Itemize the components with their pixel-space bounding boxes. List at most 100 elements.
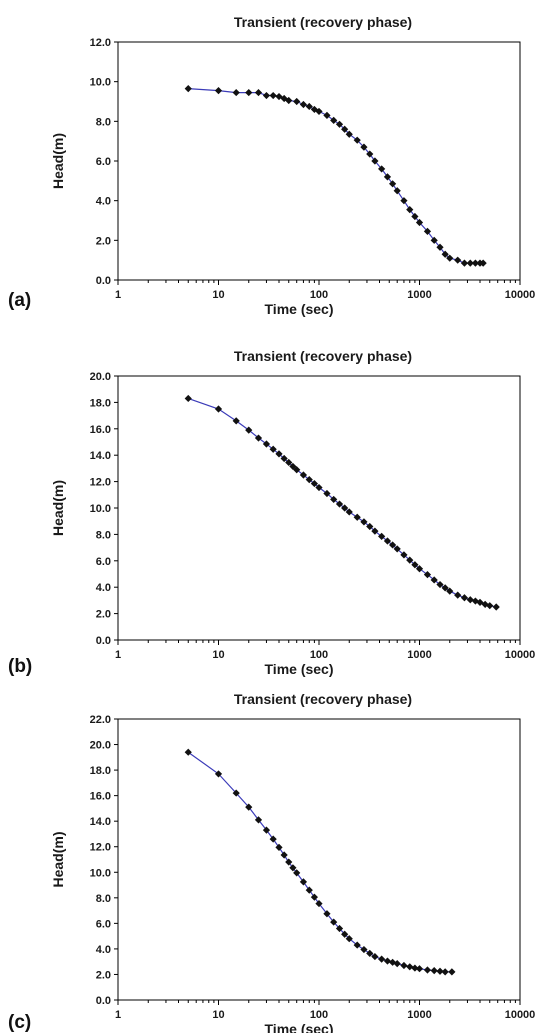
data-point [280,851,288,859]
y-tick-label: 12.0 [90,37,111,49]
data-point [476,598,484,606]
data-point [454,256,462,264]
data-point [415,965,424,973]
data-point [323,910,331,918]
x-axis-label: Time (sec) [265,1021,334,1033]
y-tick-label: 0.0 [96,635,111,647]
data-point [341,930,349,938]
data-point [310,479,319,488]
data-point [214,86,223,95]
data-point [383,173,392,181]
data-point [280,454,288,463]
data-point [335,500,344,508]
y-tick-label: 10.0 [90,77,111,89]
data-point [400,961,408,970]
data-point [232,88,240,97]
y-tick-label: 22.0 [90,714,111,726]
data-point [245,88,253,97]
y-tick-label: 8.0 [96,116,111,128]
y-tick-label: 6.0 [96,556,111,568]
data-point [254,816,263,824]
data-point [441,584,449,592]
data-point [371,157,379,165]
data-point [310,893,319,901]
y-tick-label: 12.0 [90,477,111,489]
data-point [441,968,449,976]
data-point [254,88,263,97]
data-point [299,100,308,109]
data-point [289,864,297,872]
data-point [430,236,438,244]
data-point [345,508,353,516]
data-point [460,259,469,267]
chart-title: Transient (recovery phase) [234,691,412,707]
data-point [441,250,449,258]
data-point [184,394,192,403]
data-point [448,968,456,976]
data-point [471,597,480,605]
data-point [436,580,444,589]
data-point [285,96,293,105]
y-tick-label: 2.0 [96,235,111,247]
data-point [378,165,386,173]
y-tick-label: 0.0 [96,275,111,287]
data-point [411,964,419,972]
data-point [353,136,361,144]
chart-title: Transient (recovery phase) [234,348,412,364]
data-point [330,918,338,926]
x-tick-label: 100 [310,1009,328,1021]
data-point [393,959,401,968]
panel-label: (a) [8,290,31,311]
data-point [299,471,308,479]
chart-title: Transient (recovery phase) [234,14,412,30]
y-tick-label: 0.0 [96,995,111,1007]
data-point [389,958,397,966]
data-point [430,967,438,975]
data-point [305,886,313,894]
y-tick-label: 16.0 [90,791,111,803]
data-point [262,91,271,100]
data-point [245,426,253,434]
data-point [299,878,308,886]
data-point [280,94,288,103]
data-point [383,957,392,965]
data-point [335,924,344,933]
chart-panel-2: Transient (recovery phase) 0.0 2.0 4.0 6.0 8.… [8,691,535,1033]
data-point [411,561,419,569]
data-point [371,952,379,961]
data-point [214,405,223,413]
y-tick-label: 4.0 [96,944,111,956]
data-point [232,417,240,425]
y-tick-label: 4.0 [96,582,111,594]
data-point [305,476,313,484]
y-tick-label: 2.0 [96,969,111,981]
y-tick-label: 12.0 [90,842,111,854]
data-point [323,111,331,119]
y-axis-label: Head(m) [50,480,66,536]
data-point [269,835,277,843]
x-tick-label: 10000 [505,1009,536,1021]
data-point [481,600,489,608]
data-point [423,966,432,974]
y-tick-label: 6.0 [96,156,111,168]
data-point [214,770,223,778]
series-line [188,88,484,264]
data-point [184,748,192,756]
data-point [371,527,379,535]
data-point [466,259,474,267]
data-point [341,504,349,512]
data-point [285,458,293,467]
data-point [335,120,344,128]
data-point [360,143,368,151]
data-point [323,489,331,498]
data-point [366,949,374,957]
data-point [446,254,454,262]
y-tick-label: 6.0 [96,918,111,930]
data-point [262,826,271,834]
y-tick-label: 10.0 [90,867,111,879]
data-point [341,125,349,133]
data-point [400,551,408,559]
series-line [188,397,497,608]
data-point [285,858,293,866]
y-tick-label: 18.0 [90,397,111,409]
